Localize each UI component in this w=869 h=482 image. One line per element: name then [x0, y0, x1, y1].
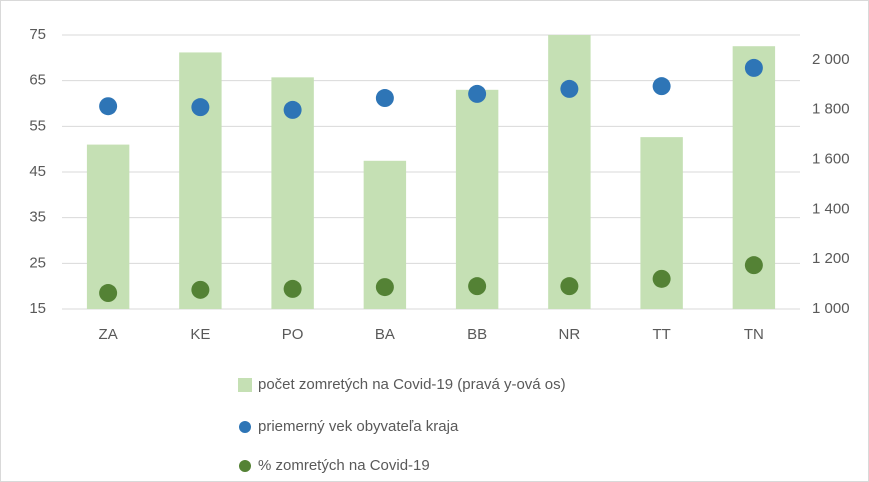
dot [283, 100, 302, 119]
legend-label: počet zomretých na Covid-19 (pravá y-ová… [258, 376, 566, 393]
x-tick-label: PO [282, 326, 304, 343]
dot [468, 84, 487, 103]
bar [86, 144, 130, 309]
bar [179, 52, 222, 309]
legend-label: priemerný vek obyvateľa kraja [258, 418, 459, 435]
dot [652, 269, 671, 288]
legend-marker [239, 421, 251, 433]
x-tick-label: ZA [99, 326, 118, 343]
x-tick-label: BA [375, 326, 395, 343]
x-tick-label: KE [190, 326, 210, 343]
bar [455, 89, 499, 309]
y-tick-label: 75 [29, 26, 46, 43]
dot [744, 58, 763, 77]
dot [652, 77, 671, 96]
dot [191, 98, 210, 117]
legend-label: % zomretých na Covid-19 [258, 457, 430, 474]
y-tick-label: 55 [29, 117, 46, 134]
x-tick-label: BB [467, 326, 487, 343]
dot [560, 277, 579, 296]
x-tick-label: TT [652, 326, 670, 343]
y2-tick-label: 1 000 [812, 300, 850, 317]
legend-marker [239, 460, 251, 472]
dot [283, 279, 302, 298]
dot [560, 79, 579, 98]
x-tick-label: TN [744, 326, 764, 343]
dot [468, 277, 487, 296]
y2-tick-label: 2 000 [812, 51, 850, 68]
y-tick-label: 15 [29, 300, 46, 317]
y-tick-label: 35 [29, 209, 46, 226]
bar [548, 35, 591, 309]
dot [99, 284, 118, 303]
legend-marker [238, 378, 252, 392]
dot [375, 278, 394, 297]
y-tick-label: 65 [29, 72, 46, 89]
dot [99, 97, 118, 116]
dot [191, 280, 210, 299]
x-tick-label: NR [559, 326, 581, 343]
y2-tick-label: 1 600 [812, 151, 850, 168]
dot [744, 256, 763, 275]
y2-tick-label: 1 200 [812, 250, 850, 267]
y-tick-label: 45 [29, 163, 46, 180]
y-tick-label: 25 [29, 254, 46, 271]
y2-tick-label: 1 800 [812, 101, 850, 118]
y2-tick-label: 1 400 [812, 200, 850, 217]
dot [375, 89, 394, 108]
